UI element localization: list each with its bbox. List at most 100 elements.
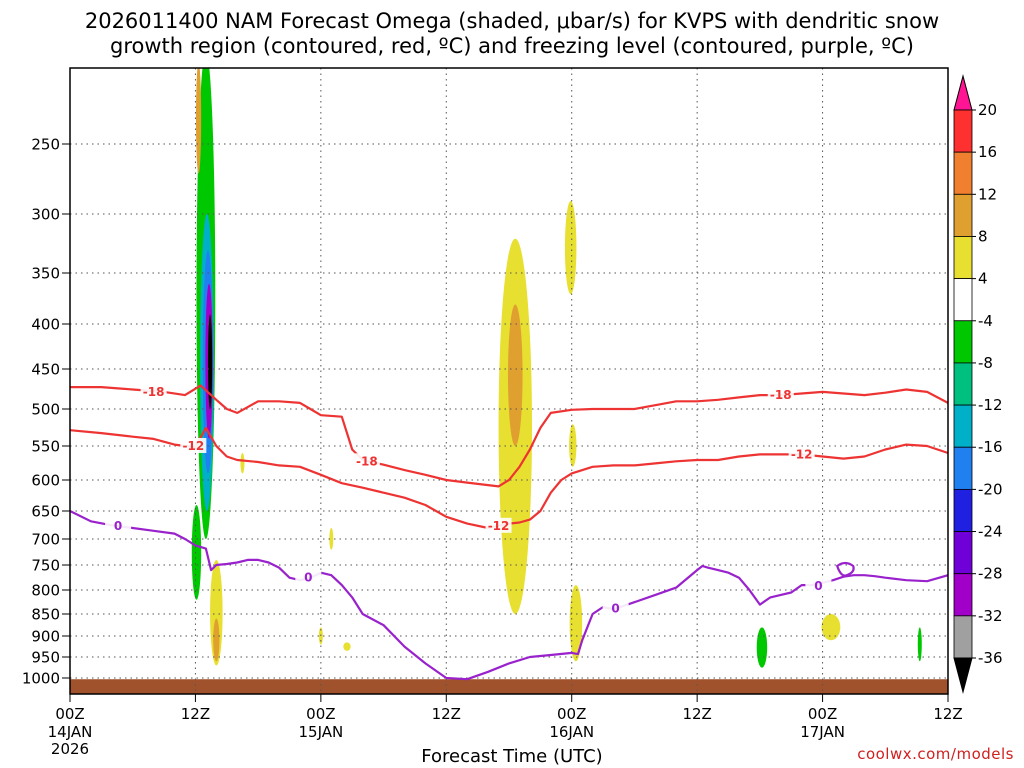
colorbar-label-6: -8 (978, 354, 993, 372)
y-tick-label-700: 700 (31, 531, 60, 549)
contour-label-bg-8 (602, 600, 629, 616)
y-tick-label-950: 950 (31, 649, 60, 667)
colorbar-bin-11 (953, 573, 973, 617)
y-tick-label-600: 600 (31, 472, 60, 490)
contour-label-8: 0 (611, 601, 619, 615)
y-tick-label-850: 850 (31, 606, 60, 624)
x-tick-date-48: 16JAN (549, 723, 594, 741)
contour-label-3: -12 (182, 439, 204, 453)
contour-label-bg-7 (295, 569, 322, 585)
colorbar-bin-7 (953, 404, 973, 448)
colorbar-label-4: 4 (978, 270, 988, 288)
colorbar-label-2: 12 (978, 185, 997, 203)
contour-series-2 (70, 510, 948, 681)
y-tick-label-800: 800 (31, 582, 60, 600)
colorbar-label-9: -20 (978, 480, 1003, 498)
colorbar-label-12: -32 (978, 607, 1003, 625)
colorbar-bottom-triangle (953, 657, 973, 694)
y-tick-label-300: 300 (31, 206, 60, 224)
x-tick-time-12: 12Z (181, 705, 210, 723)
chart-title-line-1: 2026011400 NAM Forecast Omega (shaded, μ… (84, 9, 940, 33)
contour-label-5: -12 (791, 447, 813, 461)
colorbar-bin-10 (953, 531, 973, 575)
contour-label-bg-3 (180, 438, 207, 453)
contour-series-1 (70, 426, 948, 530)
colorbar-label-1: 16 (978, 143, 997, 161)
contour-label-bg-5 (788, 446, 815, 462)
y-tick-label-450: 450 (31, 361, 60, 379)
colorbar-label-8: -16 (978, 438, 1003, 456)
colorbar-bin-4 (953, 278, 973, 322)
credit-link[interactable]: coolwx.com/models (857, 745, 1014, 763)
contour-label-0: -18 (143, 385, 165, 399)
contour-label-bg-4 (485, 517, 512, 533)
ground-layer (70, 679, 948, 694)
y-tick-label-750: 750 (31, 557, 60, 575)
x-tick-time-24: 00Z (306, 705, 335, 723)
contour-label-bg-9 (805, 578, 832, 594)
colorbar-bin-3 (953, 236, 973, 280)
colorbar-bin-12 (953, 615, 973, 659)
x-tick-time-36: 12Z (432, 705, 461, 723)
x-axis-title: Forecast Time (UTC) (421, 746, 603, 767)
contour-label-7: 0 (304, 571, 312, 585)
omega-sinking-yellow-17jan (821, 614, 841, 641)
x-tick-time-72: 00Z (808, 705, 837, 723)
x-tick-time-60: 12Z (682, 705, 711, 723)
x-tick-date-72: 17JAN (800, 723, 845, 741)
plot-frame (69, 67, 949, 695)
y-tick-label-500: 500 (31, 401, 60, 419)
omega-upward-green-17jan (756, 627, 768, 668)
omega-shading (191, 68, 922, 668)
x-tick-time-0: 00Z (55, 705, 84, 723)
omega-sinking-mid-yellow (569, 424, 577, 467)
colorbar-label-0: 20 (978, 101, 997, 119)
contour-label-bg-1 (353, 453, 380, 469)
colorbar-label-3: 8 (978, 227, 988, 245)
colorbar-bin-8 (953, 446, 973, 490)
omega-small-yellow-0z15 (329, 528, 334, 550)
contour-label-bg-0 (140, 383, 167, 399)
x-tick-time-48: 00Z (557, 705, 586, 723)
contour-label-2: -18 (770, 388, 792, 402)
omega-upward-motion-black (207, 314, 213, 410)
colorbar-bin-9 (953, 488, 973, 532)
colorbar-bin-5 (953, 320, 973, 364)
y-tick-label-650: 650 (31, 503, 60, 521)
colorbar-label-7: -12 (978, 396, 1003, 414)
colorbar-bin-6 (953, 362, 973, 406)
omega-sinking-low-yellow-2 (569, 585, 583, 662)
colorbar-top-triangle (953, 74, 973, 111)
x-tick-time-84: 12Z (933, 705, 962, 723)
y-tick-label-400: 400 (31, 316, 60, 334)
omega-sinking-low-yellow (210, 559, 223, 666)
omega-sinking-low-orange (213, 618, 220, 662)
contour-label-bg-6 (105, 517, 132, 533)
contour-label-9: 0 (814, 579, 822, 593)
x-tick-date-0: 14JAN (48, 723, 93, 741)
contour-label-bg-2 (767, 387, 794, 403)
grid-lines (70, 68, 948, 694)
y-tick-label-250: 250 (31, 136, 60, 154)
y-tick-label-1000: 1000 (22, 670, 60, 688)
colorbar-label-13: -36 (978, 649, 1003, 667)
omega-upward-green-late (917, 627, 922, 662)
contour-closed-loop (835, 561, 855, 577)
y-axis: 250 300 350 400 450 500 550 600 650 700 750 800 850 9… (22, 136, 70, 688)
contour-labels: -18 -18 -18 -12 -12 -12 0 0 0 0 (105, 383, 832, 616)
omega-sinking-upper-yellow (564, 200, 577, 295)
colorbar-bin-2 (953, 193, 973, 237)
colorbar-bin-0 (953, 109, 973, 153)
contour-label-4: -12 (488, 519, 510, 533)
colorbar-label-5: -4 (978, 312, 993, 330)
x-tick-date-24: 15JAN (298, 723, 343, 741)
x-tick-year-0: 2026 (51, 740, 89, 758)
colorbar-bin-1 (953, 151, 973, 195)
contour-label-6: 0 (114, 519, 122, 533)
omega-sinking-aloft-orange (195, 68, 202, 174)
y-tick-label-550: 550 (31, 438, 60, 456)
contour-label-1: -18 (356, 454, 378, 468)
y-tick-label-900: 900 (31, 628, 60, 646)
